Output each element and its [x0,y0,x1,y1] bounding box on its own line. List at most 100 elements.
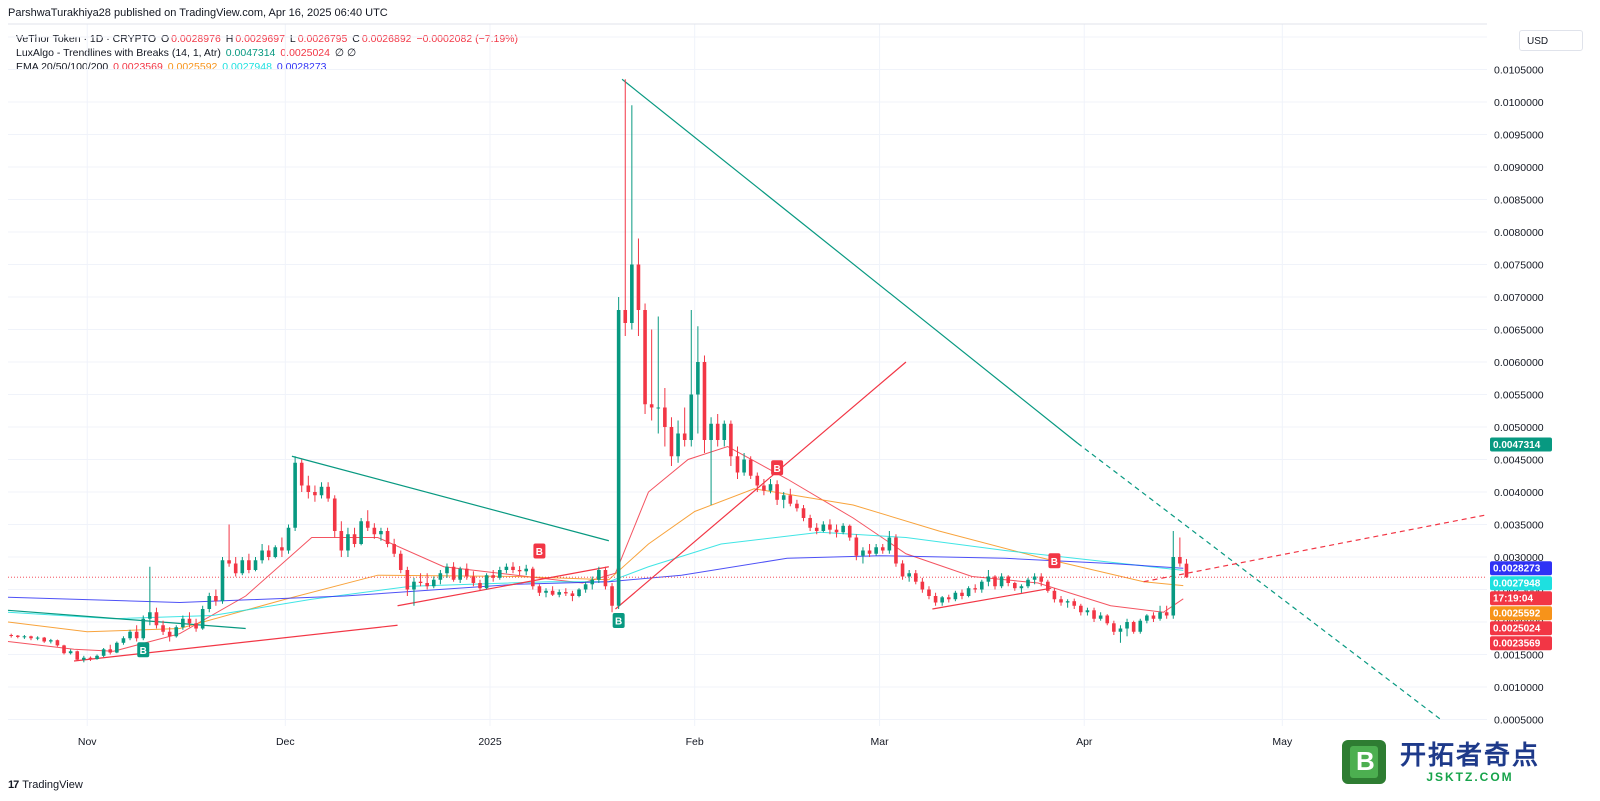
candle-body [134,631,139,639]
candle-body [214,596,218,602]
currency-button[interactable]: USD [1519,30,1583,51]
price-label: 0.0047314 [1490,437,1552,452]
x-tick-label: Nov [78,736,97,748]
candle-body [101,649,106,656]
y-tick-label: 0.0050000 [1494,422,1544,434]
price-label-text: 0.0047314 [1493,440,1541,451]
candle [352,527,357,548]
candle-body [874,547,878,554]
candle [167,627,172,642]
candle [775,480,779,505]
candle [834,524,839,538]
candle-body [623,310,628,323]
candle [504,563,509,574]
candle-body [755,475,760,486]
break-marker-badge [771,460,784,476]
candle-body [260,550,264,561]
candle [636,238,641,336]
candle-body [814,527,819,531]
y-tick-label: 0.0100000 [1494,97,1544,109]
candle [247,553,251,574]
luxalgo-lower-value: 0.0025024 [280,47,330,59]
candle [524,564,529,576]
candle-body [352,534,357,544]
break-marker-label: B [140,646,147,657]
candle-body [1145,615,1149,621]
candle-body [75,651,80,660]
candle [418,573,423,587]
candle-body [346,534,350,551]
candle-body [907,573,911,577]
candle-body [293,462,297,528]
candle [273,545,278,559]
candle [412,577,416,606]
candle-body [95,655,99,660]
candle-body [570,593,575,596]
candle-body [887,537,892,551]
candle [979,579,984,593]
candle [768,479,773,494]
candle-body [729,423,733,457]
candle-body [174,627,179,637]
candle-body [748,459,753,476]
y-tick-label: 0.0035000 [1494,520,1544,532]
candle [821,521,826,533]
candle-body [722,423,727,440]
y-tick-label: 0.0105000 [1494,65,1544,77]
luxalgo-empty-values: ∅ ∅ [334,47,357,59]
watermark: B 开拓者奇点 JSKTZ.COM [1330,724,1596,800]
candle-body [715,423,720,440]
candle [1158,605,1162,621]
candle [1125,618,1129,637]
candle [451,562,456,582]
candle [379,527,383,541]
candle-body [431,579,436,587]
candle-body [398,553,403,570]
candle [847,524,852,541]
candle-body [1184,563,1189,578]
candle-body [577,589,581,596]
candle [326,482,330,502]
trendline [932,587,1052,610]
candle-body [979,581,984,590]
candle [570,590,575,602]
candle-body [880,547,885,551]
y-tick-label: 0.0030000 [1494,552,1544,564]
candle-body [696,362,700,395]
candle-body [590,579,595,585]
ema-line [7,555,1184,604]
x-tick-label: Dec [276,736,295,748]
candle-body [702,362,707,440]
candle-body [564,592,568,594]
legend-luxalgo-row[interactable]: LuxAlgo - Trendlines with Breaks (14, 1,… [16,46,520,60]
break-marker-badge [1048,553,1061,569]
candle [630,105,634,330]
candle [464,563,469,580]
candle-body [42,637,47,642]
candle [425,573,429,590]
candle-body [531,568,535,587]
tradingview-logo[interactable]: 17 TradingView [8,779,83,791]
candle [438,570,443,585]
candle [590,576,595,590]
candle-body [326,486,330,499]
candle-body [200,609,205,629]
luxalgo-label: LuxAlgo - Trendlines with Breaks (14, 1,… [16,47,221,59]
price-label-box [1490,606,1552,621]
candle [735,446,740,479]
candle [101,648,106,658]
x-tick-label: Apr [1076,736,1093,748]
candle-body [115,642,119,653]
candle [445,563,449,578]
y-tick-label: 0.0015000 [1494,650,1544,662]
candle-body [471,576,476,583]
candle [861,547,865,564]
trendlines [7,78,1488,720]
candle [332,495,337,538]
price-label: 0.0027948 [1490,576,1552,591]
candle-body [167,631,172,637]
candle-body [616,310,621,606]
candle-body [233,563,238,574]
